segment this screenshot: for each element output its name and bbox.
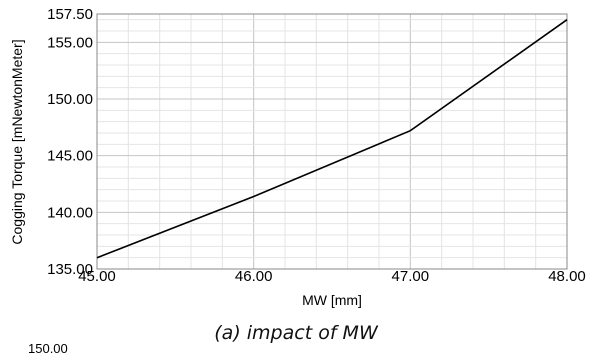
y-tick-label: 135.00	[47, 261, 93, 278]
y-tick-label: 140.00	[47, 204, 93, 221]
grid-lines	[96, 14, 568, 270]
x-tick-label: 47.00	[392, 268, 430, 285]
series-line	[96, 19, 568, 259]
x-tick-label: 45.00	[78, 268, 116, 285]
y-axis-label: Cogging Torque [mNewtonMeter]	[9, 39, 25, 244]
cut-off-tick-label: 150.00	[28, 341, 68, 356]
x-tick-label: 48.00	[548, 268, 586, 285]
y-tick-label: 155.00	[47, 34, 93, 51]
line-chart: 45.00 46.00 47.00 48.00 135.00 140.00 145.00 15…	[9, 6, 586, 308]
plot-frame	[96, 13, 568, 270]
x-tick-label: 46.00	[235, 268, 273, 285]
figure-caption: (a) impact of MW	[214, 322, 378, 344]
y-tick-label: 145.00	[47, 148, 93, 165]
y-tick-label: 150.00	[47, 91, 93, 108]
y-tick-label: 157.50	[47, 6, 93, 23]
x-axis-label: MW [mm]	[302, 292, 362, 308]
tick-labels: 45.00 46.00 47.00 48.00 135.00 140.00 145.00 15…	[47, 6, 586, 285]
